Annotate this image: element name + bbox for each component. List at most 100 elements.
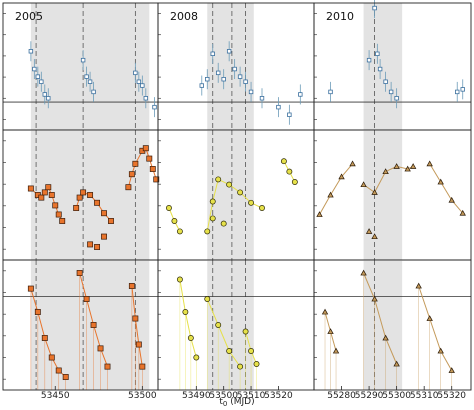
data-point-2-2 bbox=[253, 361, 260, 367]
data-point-2-7 bbox=[153, 176, 160, 183]
shaded-band-0 bbox=[363, 260, 403, 390]
data-point-0-1 bbox=[182, 309, 189, 315]
data-point-6 bbox=[388, 89, 394, 95]
data-point-0-3 bbox=[48, 354, 55, 361]
data-point-2 bbox=[372, 5, 377, 11]
data-point-11 bbox=[136, 79, 142, 84]
data-point-4 bbox=[377, 66, 383, 72]
data-point-0-0 bbox=[176, 276, 183, 283]
data-point-10 bbox=[133, 70, 138, 76]
segment-line-2 bbox=[429, 163, 464, 214]
data-point-1-3 bbox=[393, 360, 400, 367]
data-point-1-0 bbox=[204, 228, 211, 235]
data-point-1-1 bbox=[76, 194, 83, 201]
data-point-1-3 bbox=[226, 181, 233, 188]
data-point-2-2 bbox=[448, 196, 455, 203]
subplot-2010-top bbox=[313, 0, 472, 131]
data-point-2-0 bbox=[125, 184, 132, 191]
data-point-1-3 bbox=[237, 363, 244, 370]
data-point-2-2 bbox=[291, 179, 298, 185]
data-point-1-3 bbox=[87, 192, 94, 198]
scatter-point-0 bbox=[209, 215, 216, 222]
data-point-0-1 bbox=[327, 328, 334, 334]
x-tick-label-0: 53490 bbox=[182, 391, 211, 401]
data-point-8 bbox=[87, 79, 93, 84]
data-point-0-2 bbox=[332, 347, 340, 354]
data-point-2-1 bbox=[426, 315, 433, 321]
data-point-5 bbox=[46, 96, 51, 101]
subplot-2005-top bbox=[2, 2, 159, 131]
shaded-band-0 bbox=[207, 3, 254, 130]
data-point-1-2 bbox=[226, 348, 233, 354]
data-point-1 bbox=[205, 77, 210, 82]
x-tick-label-1: 55290 bbox=[355, 391, 384, 401]
data-point-1-4 bbox=[94, 199, 100, 206]
data-point-9 bbox=[460, 87, 465, 92]
data-point-0-0 bbox=[316, 211, 323, 217]
data-point-7 bbox=[237, 74, 243, 79]
x-tick-label-1: 53500 bbox=[209, 391, 238, 401]
data-point-0-6 bbox=[52, 202, 59, 209]
shaded-band-0 bbox=[207, 130, 254, 260]
data-point-2 bbox=[210, 51, 215, 56]
panel-title-2008: 2008 bbox=[170, 10, 198, 23]
data-point-2-1 bbox=[437, 178, 444, 185]
shaded-band-0 bbox=[207, 260, 254, 390]
data-point-2-0 bbox=[415, 282, 422, 289]
data-point-1-2 bbox=[215, 176, 222, 183]
data-point-13 bbox=[298, 92, 303, 97]
data-point-0-1 bbox=[171, 218, 178, 224]
subplot-2010-middle bbox=[313, 129, 472, 261]
data-point-2-0 bbox=[128, 283, 135, 289]
shaded-band-0 bbox=[30, 3, 150, 130]
data-point-2-0 bbox=[426, 160, 433, 167]
data-point-0-3 bbox=[349, 160, 356, 167]
data-point-1-5 bbox=[101, 210, 107, 217]
subplot-2005-middle bbox=[2, 129, 160, 261]
data-point-0-4 bbox=[55, 367, 62, 374]
data-point-2-0 bbox=[242, 328, 249, 335]
data-point-2-2 bbox=[132, 160, 139, 167]
data-point-2-4 bbox=[142, 145, 149, 152]
data-point-0 bbox=[328, 89, 333, 95]
data-point-2-5 bbox=[146, 155, 153, 162]
data-point-2-1 bbox=[248, 348, 255, 354]
data-point-3 bbox=[375, 51, 380, 56]
scatter-point-0 bbox=[365, 228, 373, 234]
data-point-12 bbox=[287, 112, 292, 117]
data-point-1-2 bbox=[382, 168, 389, 175]
data-point-5 bbox=[383, 79, 388, 84]
data-point-9 bbox=[91, 89, 96, 95]
data-point-0-0 bbox=[165, 205, 172, 211]
data-point-0-1 bbox=[327, 191, 334, 198]
x-tick-label-2: 53510 bbox=[237, 391, 266, 401]
x-tick-label-0: 53450 bbox=[41, 391, 70, 401]
data-point-1-0 bbox=[360, 181, 367, 188]
data-point-2-3 bbox=[448, 367, 455, 373]
data-point-1-1 bbox=[371, 189, 378, 195]
x-tick-label-4: 55320 bbox=[437, 391, 466, 401]
scatter-point-1 bbox=[220, 220, 227, 227]
data-point-1-6 bbox=[259, 205, 265, 211]
data-point-4 bbox=[42, 92, 47, 97]
data-point-1-2 bbox=[90, 322, 97, 328]
data-point-0-5 bbox=[62, 374, 69, 380]
data-point-2-3 bbox=[459, 209, 466, 216]
data-point-1-1 bbox=[83, 296, 90, 302]
data-point-1-4 bbox=[104, 363, 111, 370]
data-point-0-3 bbox=[193, 354, 200, 361]
panel-title-2005: 2005 bbox=[15, 10, 43, 23]
data-point-1-4 bbox=[404, 165, 411, 172]
data-point-6 bbox=[232, 66, 237, 72]
data-point-7 bbox=[394, 96, 399, 101]
data-point-1-5 bbox=[248, 199, 255, 206]
data-point-0-0 bbox=[27, 285, 34, 292]
data-point-0-1 bbox=[34, 309, 41, 315]
data-point-1-2 bbox=[80, 189, 87, 196]
scatter-point-0 bbox=[87, 241, 94, 248]
data-point-0-8 bbox=[59, 218, 66, 224]
data-point-8 bbox=[243, 79, 248, 84]
